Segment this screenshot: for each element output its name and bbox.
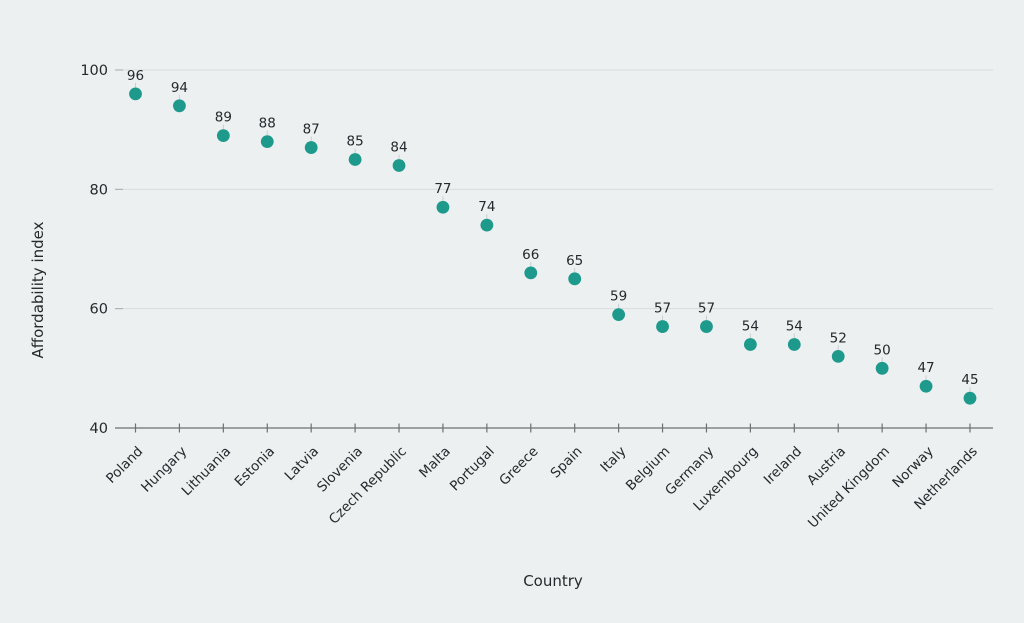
- data-point: [612, 308, 626, 322]
- data-point-value-label: 57: [698, 301, 715, 317]
- x-tick-label: Portugal: [447, 444, 498, 495]
- data-point: [480, 218, 494, 232]
- data-point-value-label: 89: [215, 110, 232, 126]
- x-tick-label: Ireland: [761, 444, 805, 488]
- x-tick-label: Greece: [496, 444, 541, 489]
- data-point-value-label: 84: [390, 139, 407, 155]
- data-point: [304, 141, 318, 154]
- data-point: [348, 153, 362, 166]
- y-tick-label: 80: [90, 182, 108, 198]
- data-point: [129, 87, 142, 101]
- data-point-value-label: 65: [566, 253, 583, 269]
- data-point: [260, 135, 274, 149]
- data-point: [173, 99, 186, 113]
- data-point-value-label: 45: [961, 372, 978, 388]
- data-point-value-label: 59: [610, 289, 627, 305]
- data-point-value-label: 54: [742, 318, 759, 334]
- data-point-value-label: 47: [917, 360, 934, 376]
- data-point-value-label: 66: [522, 247, 539, 263]
- x-tick-label: Czech Republic: [326, 444, 410, 528]
- x-tick-label: Latvia: [282, 444, 322, 484]
- data-point-value-label: 74: [478, 199, 495, 215]
- data-point: [216, 129, 230, 143]
- x-tick-label: Malta: [416, 444, 454, 482]
- data-point: [656, 320, 669, 333]
- data-point-value-label: 88: [259, 116, 276, 132]
- data-point: [392, 159, 406, 172]
- x-tick-label: Poland: [103, 444, 146, 487]
- data-point-value-label: 94: [171, 80, 188, 96]
- y-tick-label: 100: [80, 63, 108, 79]
- data-point: [919, 379, 933, 393]
- y-tick-label: 40: [90, 421, 108, 437]
- x-tick-label: Estonia: [232, 444, 278, 490]
- data-point-value-label: 50: [874, 342, 891, 358]
- x-tick-label: Spain: [548, 444, 586, 482]
- data-point-value-label: 87: [303, 122, 320, 138]
- data-point-value-label: 96: [127, 68, 144, 84]
- data-point: [963, 391, 977, 405]
- data-point-value-label: 52: [830, 330, 847, 346]
- data-point: [743, 338, 757, 351]
- data-point: [787, 338, 801, 351]
- data-point-value-label: 77: [434, 181, 451, 197]
- data-point: [568, 272, 582, 286]
- data-point-value-label: 54: [786, 318, 803, 334]
- x-axis-title: Country: [523, 572, 583, 590]
- data-point: [875, 361, 889, 375]
- data-point: [700, 320, 713, 333]
- data-point: [436, 200, 450, 214]
- data-point-value-label: 57: [654, 301, 671, 317]
- x-tick-label: United Kingdom: [805, 444, 893, 532]
- x-tick-label: Italy: [597, 444, 629, 476]
- y-tick-label: 60: [90, 302, 108, 318]
- data-point: [524, 266, 538, 280]
- data-point-value-label: 85: [347, 134, 364, 150]
- data-point: [831, 350, 845, 363]
